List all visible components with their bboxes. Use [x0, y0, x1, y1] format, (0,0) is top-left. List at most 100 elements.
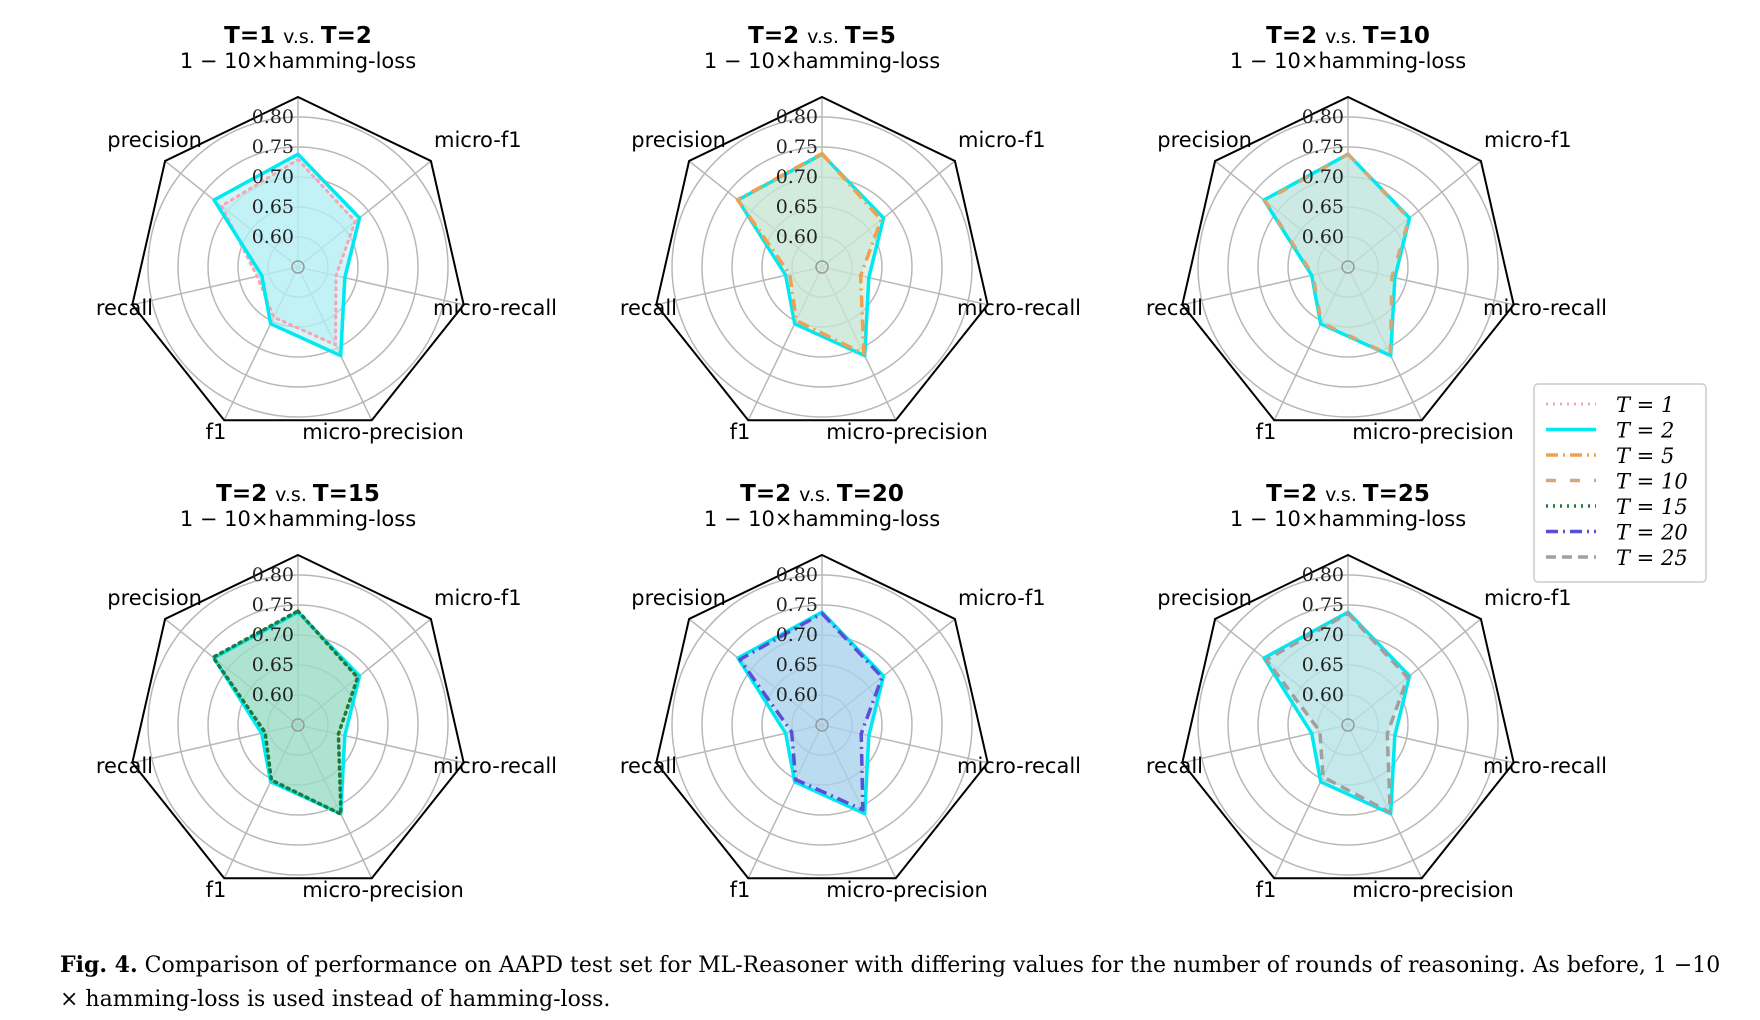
- ring-label: 0.70: [1302, 624, 1344, 646]
- ring-label: 0.80: [252, 564, 294, 586]
- ring-label: 0.80: [252, 106, 294, 128]
- center-marker: [291, 718, 305, 732]
- panel-title: T=1 v.s. T=2: [224, 23, 372, 49]
- ring-label: 0.80: [776, 106, 818, 128]
- axis-label: f1: [730, 878, 751, 902]
- ring-label: 0.70: [252, 166, 294, 188]
- figure-caption: Fig. 4. Comparison of performance on AAP…: [60, 948, 1730, 1017]
- axis-label: precision: [631, 586, 726, 610]
- axis-label: micro-f1: [434, 586, 522, 610]
- axis-label: recall: [1146, 296, 1203, 320]
- ring-label: 0.70: [1302, 166, 1344, 188]
- axis-label: f1: [1256, 420, 1277, 444]
- ring-label: 0.60: [776, 684, 818, 706]
- legend-label: T = 20: [1616, 521, 1688, 545]
- ring-label: 0.75: [252, 136, 294, 158]
- axis-label: precision: [107, 128, 202, 152]
- series-line: [1264, 611, 1410, 815]
- axis-label: recall: [96, 296, 153, 320]
- axis-label: micro-precision: [302, 420, 464, 444]
- axis-label: micro-recall: [957, 754, 1081, 778]
- axis-label: micro-f1: [1484, 128, 1572, 152]
- radar-frame: [131, 95, 465, 422]
- panel-title: T=2 v.s. T=15: [216, 481, 380, 507]
- legend-label: T = 1: [1616, 393, 1674, 417]
- radar-frame: [655, 95, 989, 422]
- series-area: [739, 613, 882, 810]
- axis-label: micro-precision: [302, 878, 464, 902]
- axis-label: precision: [1157, 586, 1252, 610]
- panel-title: T=2 v.s. T=25: [1266, 481, 1430, 507]
- ring-label: 0.60: [1302, 684, 1344, 706]
- center-marker: [1341, 260, 1355, 274]
- ring-label: 0.75: [1302, 594, 1344, 616]
- legend: T = 1T = 2T = 5T = 10T = 15T = 20T = 25: [1533, 383, 1707, 583]
- caption-label: Fig. 4.: [60, 952, 138, 978]
- axis-label: micro-recall: [1483, 296, 1607, 320]
- center-marker: [815, 260, 829, 274]
- series-line: [211, 609, 360, 816]
- ring-label: 0.75: [252, 594, 294, 616]
- legend-label: T = 25: [1616, 546, 1688, 570]
- series-line: [735, 151, 883, 356]
- series-area: [213, 611, 358, 815]
- legend-label: T = 2: [1616, 419, 1674, 443]
- radar-frame: [131, 553, 465, 880]
- panel-title: T=2 v.s. T=10: [1266, 23, 1430, 49]
- series-line: [1263, 152, 1411, 357]
- ring-label: 0.70: [776, 166, 818, 188]
- axis-label: 1 − 10×hamming-loss: [704, 507, 940, 531]
- ring-label: 0.80: [776, 564, 818, 586]
- radar-panel-5: T=2 v.s. T=20 0.60 0.65 0.70 0.75 0.80 1 − 10×…: [620, 481, 1081, 902]
- radar-panel-3: T=2 v.s. T=10 0.60 0.65 0.70 0.75 0.80 1 − 10×…: [1146, 23, 1607, 444]
- radar-frame: [1181, 553, 1515, 880]
- legend-label: T = 5: [1616, 444, 1674, 468]
- radar-frame: [1181, 95, 1515, 422]
- panel-title: T=2 v.s. T=5: [748, 23, 896, 49]
- ring-label: 0.65: [776, 654, 818, 676]
- axis-label: f1: [206, 420, 227, 444]
- ring-label: 0.60: [1302, 226, 1344, 248]
- axis-label: micro-f1: [958, 586, 1046, 610]
- panel-title: T=2 v.s. T=20: [740, 481, 904, 507]
- radar-frame: [655, 553, 989, 880]
- axis-label: recall: [96, 754, 153, 778]
- series-area: [1265, 154, 1409, 356]
- caption-text: Comparison of performance on AAPD test s…: [60, 953, 1721, 1012]
- legend-label: T = 15: [1616, 495, 1688, 519]
- ring-label: 0.80: [1302, 564, 1344, 586]
- axis-label: micro-recall: [957, 296, 1081, 320]
- axis-label: f1: [206, 878, 227, 902]
- axis-label: recall: [620, 754, 677, 778]
- ring-label: 0.80: [1302, 106, 1344, 128]
- axis-label: recall: [1146, 754, 1203, 778]
- axis-label: 1 − 10×hamming-loss: [1230, 49, 1466, 73]
- figure-canvas: T=1 v.s. T=2 0.60 0.65 0.70 0.75 0.80 1 − 10×h…: [96, 23, 1707, 902]
- radar-panel-4: T=2 v.s. T=15 0.60 0.65 0.70 0.75 0.80 1 − 10×…: [96, 481, 557, 902]
- axis-label: micro-precision: [1352, 420, 1514, 444]
- series-area: [1266, 613, 1408, 813]
- axis-label: 1 − 10×hamming-loss: [180, 507, 416, 531]
- radar-panel-6: T=2 v.s. T=25 0.60 0.65 0.70 0.75 0.80 1 − 10×…: [1146, 481, 1607, 902]
- series-line: [220, 158, 357, 347]
- ring-label: 0.65: [1302, 196, 1344, 218]
- axis-label: 1 − 10×hamming-loss: [704, 49, 940, 73]
- axis-label: micro-recall: [433, 296, 557, 320]
- ring-label: 0.65: [252, 196, 294, 218]
- ring-label: 0.75: [776, 594, 818, 616]
- series-line: [736, 610, 886, 816]
- axis-label: f1: [730, 420, 751, 444]
- ring-label: 0.70: [776, 624, 818, 646]
- series-area: [214, 154, 360, 356]
- axis-label: 1 − 10×hamming-loss: [180, 49, 416, 73]
- axis-label: micro-f1: [1484, 586, 1572, 610]
- axis-label: recall: [620, 296, 677, 320]
- axis-label: 1 − 10×hamming-loss: [1230, 507, 1466, 531]
- ring-label: 0.70: [252, 624, 294, 646]
- series-line: [738, 611, 884, 812]
- axis-label: precision: [1157, 128, 1252, 152]
- axis-label: precision: [107, 586, 202, 610]
- series-line: [212, 152, 362, 358]
- legend-label: T = 10: [1616, 470, 1688, 494]
- axis-label: micro-recall: [433, 754, 557, 778]
